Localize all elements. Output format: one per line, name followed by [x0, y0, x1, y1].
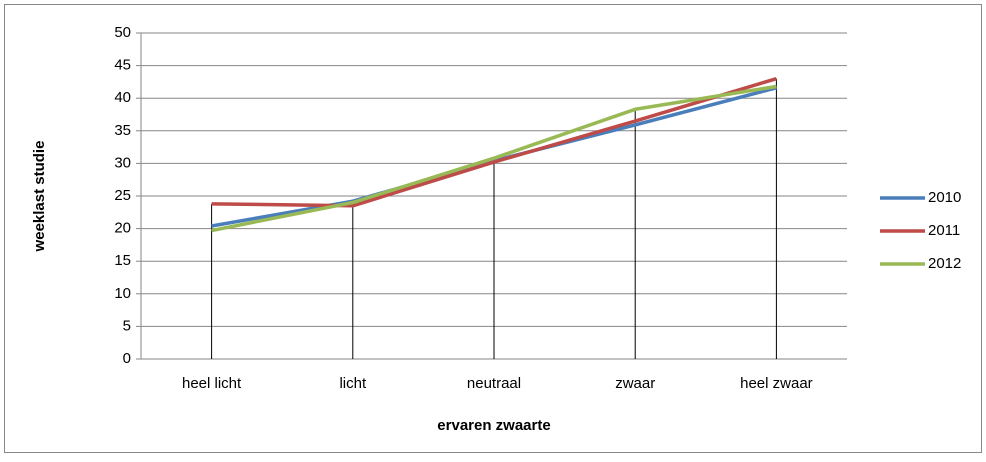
y-tick-label: 5	[123, 317, 131, 334]
legend-label: 2011	[928, 222, 960, 239]
x-tick-label: neutraal	[467, 375, 521, 392]
x-axis-label: ervaren zwaarte	[437, 417, 550, 434]
x-tick-label: heel licht	[182, 375, 242, 392]
y-tick-label: 15	[114, 252, 131, 269]
x-tick-label: licht	[339, 375, 367, 392]
y-tick-label: 45	[114, 57, 131, 74]
legend-label: 2012	[928, 255, 961, 272]
x-tick-label: zwaar	[615, 375, 655, 392]
x-tick-label: heel zwaar	[740, 375, 813, 392]
y-tick-label: 50	[114, 24, 131, 41]
y-tick-label: 35	[114, 122, 131, 139]
y-tick-label: 30	[114, 154, 131, 171]
y-tick-label: 20	[114, 220, 131, 237]
series-line	[211, 76, 777, 208]
legend-label: 2010	[928, 189, 961, 206]
y-tick-label: 10	[114, 285, 131, 302]
series-line	[211, 84, 777, 233]
y-tick-label: 0	[123, 350, 131, 367]
y-axis-label: weeklast studie	[31, 141, 48, 253]
y-tick-label: 40	[114, 89, 131, 106]
y-tick-label: 25	[114, 187, 131, 204]
